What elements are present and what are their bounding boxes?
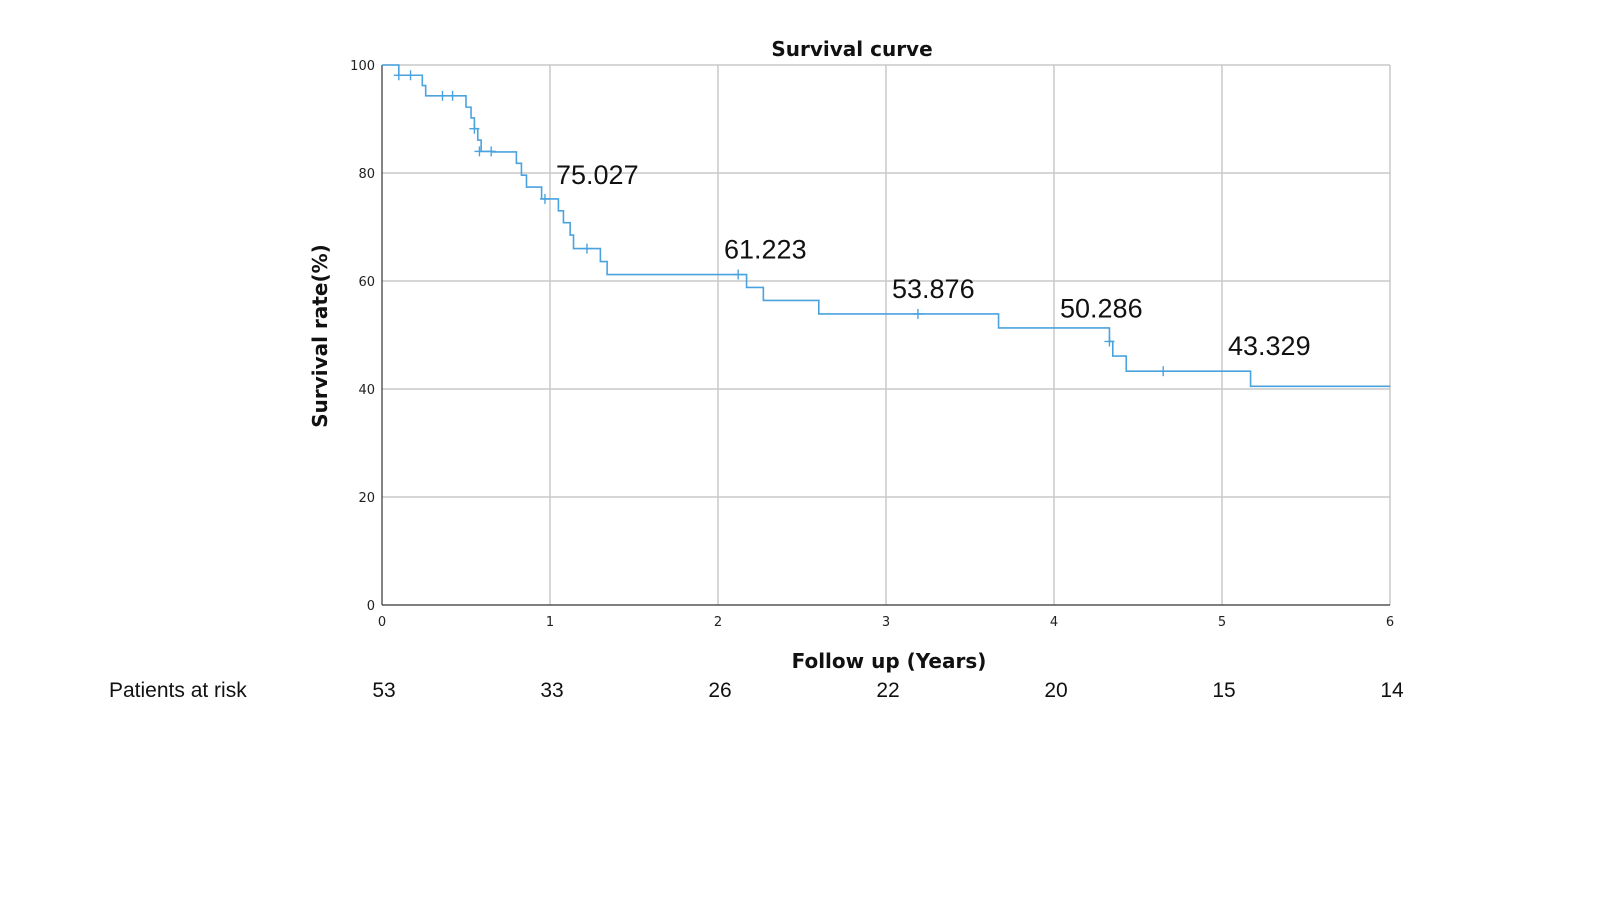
censor-mark	[1158, 366, 1169, 377]
risk-count: 26	[708, 679, 731, 702]
x-tick-label: 0	[378, 615, 386, 630]
y-axis-label: Survival rate(%)	[308, 244, 332, 428]
axes	[381, 65, 1390, 606]
censor-mark	[474, 146, 485, 157]
censor-mark	[393, 70, 404, 81]
risk-table-values: 53 33 26 22 20 15 14	[372, 679, 1404, 702]
risk-count: 22	[876, 679, 899, 702]
y-tick-label: 40	[358, 383, 375, 398]
x-tick-label: 1	[546, 615, 554, 630]
x-axis-label: Follow up (Years)	[792, 649, 987, 673]
survival-value-label: 43.329	[1228, 331, 1311, 361]
annotations: 75.027 61.223 53.876 50.286 43.329	[556, 160, 1311, 361]
chart-title: Survival curve	[771, 37, 932, 61]
risk-count: 14	[1380, 679, 1404, 702]
censor-mark	[469, 123, 480, 134]
x-tick-label: 6	[1386, 615, 1394, 630]
censor-mark	[405, 70, 416, 81]
risk-count: 33	[540, 679, 563, 702]
x-tick-label: 5	[1218, 615, 1226, 630]
grid-lines	[382, 64, 1391, 605]
survival-value-label: 61.223	[724, 234, 807, 264]
survival-value-label: 53.876	[892, 274, 975, 304]
censor-mark	[733, 269, 744, 280]
risk-table-label: Patients at risk	[109, 679, 247, 702]
y-tick-label: 100	[350, 59, 375, 74]
censor-marks	[393, 70, 1169, 377]
censor-mark	[447, 90, 458, 101]
x-tick-label: 4	[1050, 615, 1058, 630]
risk-count: 20	[1044, 679, 1067, 702]
survival-value-label: 50.286	[1060, 293, 1143, 323]
y-tick-label: 20	[358, 491, 375, 506]
censor-mark	[539, 193, 550, 204]
survival-value-label: 75.027	[556, 160, 639, 190]
risk-count: 53	[372, 679, 395, 702]
survival-curve	[382, 64, 1390, 388]
x-tick-label: 2	[714, 615, 722, 630]
censor-mark	[486, 146, 497, 157]
y-tick-label: 80	[358, 167, 375, 182]
survival-curve-group	[382, 64, 1390, 388]
censor-mark	[912, 308, 923, 319]
censor-mark	[437, 90, 448, 101]
censor-mark	[581, 243, 592, 254]
y-tick-label: 0	[367, 599, 375, 614]
censor-mark	[1104, 336, 1115, 347]
risk-count: 15	[1212, 679, 1235, 702]
x-tick-label: 3	[882, 615, 890, 630]
y-tick-label: 60	[358, 275, 375, 290]
